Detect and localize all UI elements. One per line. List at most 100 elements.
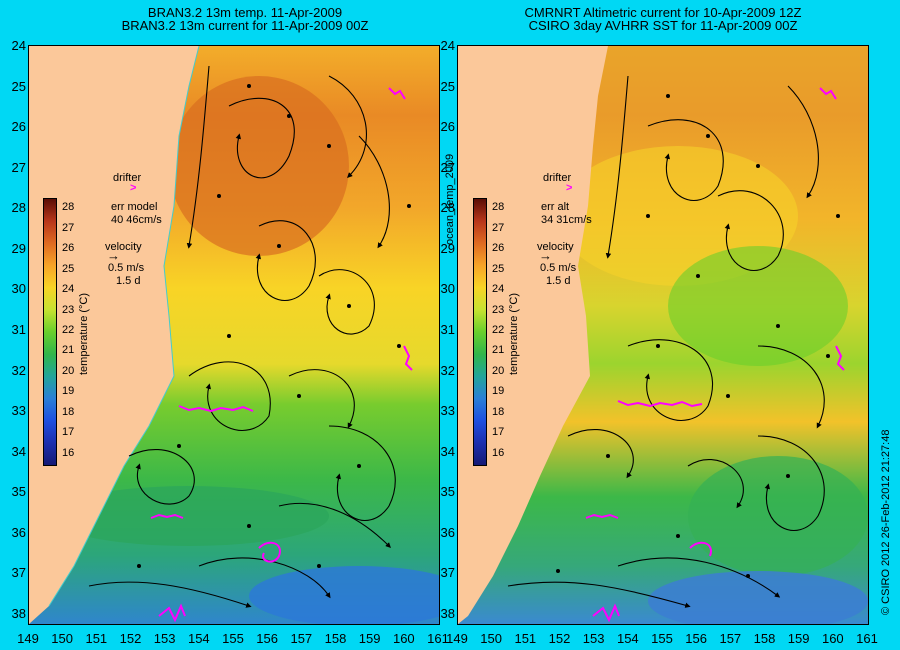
left-lat-label-29: 29 — [11, 240, 26, 256]
right-title-line2: CSIRO 3day AVHRR SST for 11-Apr-2009 00Z — [528, 18, 798, 33]
right-lat-label-35: 35 — [440, 484, 455, 500]
land-mass — [458, 46, 608, 624]
left-lat-label-34: 34 — [11, 443, 26, 459]
right-lon-label-160: 160 — [821, 631, 844, 646]
left-lon-label-150: 150 — [51, 631, 73, 646]
current-dots — [137, 84, 411, 568]
left-drifter-label: drifter — [113, 172, 142, 184]
right-velocity-arrow-icon: → — [539, 248, 552, 263]
right-err-label: err alt — [541, 201, 570, 213]
right-map-svg — [458, 46, 868, 624]
right-lon-label-161: 161 — [856, 631, 878, 646]
left-lat-label-28: 28 — [11, 200, 26, 216]
right-lon-label-153: 153 — [582, 631, 605, 646]
side-label: ocean_temp_2009 — [444, 153, 456, 245]
left-lat-label-36: 36 — [11, 524, 26, 540]
right-lat-label-25: 25 — [440, 78, 455, 94]
left-lon-label-153: 153 — [153, 631, 176, 646]
right-lat-label-34: 34 — [440, 443, 455, 459]
left-lon-label-159: 159 — [358, 631, 381, 646]
right-colorbar-tick-22: 22 — [492, 324, 505, 336]
left-lat-label-33: 33 — [11, 403, 26, 419]
right-colorbar-tick-17: 17 — [492, 426, 505, 439]
copyright-label: © CSIRO 2012 26-Feb-2012 21:27:48 — [880, 429, 892, 615]
left-lon-label-156: 156 — [256, 631, 278, 646]
right-colorbar-tick-19: 19 — [492, 385, 505, 398]
cold-water — [249, 566, 439, 624]
drifter-tracks — [150, 87, 413, 623]
right-colorbar-label: temperature (°C) — [508, 292, 520, 375]
left-lat-label-27: 27 — [11, 159, 26, 175]
left-colorbar-tick-20: 20 — [62, 364, 75, 377]
right-lon-label-157: 157 — [719, 631, 742, 646]
left-velocity-time: 1.5 d — [116, 275, 141, 287]
right-lon-label-154: 154 — [616, 631, 639, 646]
right-lat-label-30: 30 — [440, 281, 455, 297]
left-colorbar-tick-24: 24 — [62, 283, 75, 296]
right-velocity-time: 1.5 d — [546, 275, 571, 287]
left-lat-label-25: 25 — [11, 78, 26, 94]
cool-patch — [688, 456, 868, 576]
right-lat-label-28: 28 — [440, 200, 455, 216]
right-drifter-label: drifter — [543, 172, 572, 184]
right-lat-label-32: 32 — [440, 362, 455, 378]
left-colorbar-tick-27: 27 — [62, 221, 75, 234]
left-colorbar-tick-28: 28 — [62, 201, 75, 214]
left-map-svg — [29, 46, 439, 624]
left-lon-label-161: 161 — [427, 631, 449, 646]
left-lon-label-154: 154 — [187, 631, 210, 646]
cold-patch — [648, 571, 868, 624]
left-err-value: 40 46cm/s — [111, 214, 162, 226]
right-colorbar-tick-21: 21 — [492, 344, 505, 357]
right-colorbar-tick-18: 18 — [492, 405, 505, 418]
current-dots — [556, 94, 840, 578]
right-drifter-marker-icon: > — [566, 182, 573, 194]
left-map-panel — [28, 45, 440, 625]
right-title-line1: CMRNRT Altimetric current for 10-Apr-200… — [524, 5, 802, 20]
left-lon-label-160: 160 — [392, 631, 415, 646]
right-velocity-scale: 0.5 m/s — [540, 262, 577, 274]
left-colorbar-tick-21: 21 — [62, 344, 75, 357]
right-colorbar-tick-16: 16 — [492, 446, 505, 459]
right-velocity-label: velocity — [537, 241, 574, 253]
cool-water — [49, 486, 329, 546]
left-colorbar-tick-26: 26 — [62, 242, 75, 255]
left-velocity-scale: 0.5 m/s — [108, 262, 145, 274]
right-err-value: 34 31cm/s — [541, 214, 592, 226]
right-lon-label-149: 149 — [446, 631, 468, 646]
left-colorbar-tick-17: 17 — [62, 426, 75, 439]
right-lat-label-37: 37 — [440, 565, 455, 581]
right-lon-label-159: 159 — [787, 631, 810, 646]
right-colorbar-tick-28: 28 — [492, 201, 505, 214]
right-lon-label-150: 150 — [480, 631, 502, 646]
left-title: BRAN3.2 13m temp. 11-Apr-2009 BRAN3.2 13… — [40, 6, 450, 32]
left-colorbar-tick-22: 22 — [62, 324, 75, 336]
left-lon-label-149: 149 — [17, 631, 39, 646]
warm-eddy — [169, 76, 349, 256]
right-lat-label-38: 38 — [440, 606, 455, 621]
left-lat-label-35: 35 — [11, 484, 26, 500]
green-patch — [668, 246, 848, 366]
left-lon-label-155: 155 — [222, 631, 244, 646]
left-colorbar-label: temperature (°C) — [78, 292, 90, 375]
left-title-line1: BRAN3.2 13m temp. 11-Apr-2009 — [147, 5, 343, 20]
left-lon-label-151: 151 — [85, 631, 108, 646]
right-lat-label-36: 36 — [440, 524, 455, 540]
right-lat-label-24: 24 — [440, 38, 455, 53]
right-colorbar-tick-26: 26 — [492, 242, 505, 255]
left-colorbar-tick-16: 16 — [62, 446, 75, 459]
right-colorbar-tick-20: 20 — [492, 364, 505, 377]
left-colorbar-tick-18: 18 — [62, 405, 75, 418]
left-lat-label-38: 38 — [11, 606, 26, 621]
left-lat-label-26: 26 — [11, 119, 26, 135]
right-map-panel — [457, 45, 869, 625]
coastline-contour — [48, 46, 200, 607]
right-lon-label-152: 152 — [548, 631, 571, 646]
right-title: CMRNRT Altimetric current for 10-Apr-200… — [458, 6, 868, 32]
right-colorbar-tick-24: 24 — [492, 283, 505, 296]
left-lat-label-32: 32 — [11, 362, 26, 378]
left-velocity-label: velocity — [105, 241, 142, 253]
left-velocity-arrow-icon: → — [107, 248, 120, 263]
right-lat-label-26: 26 — [440, 119, 455, 135]
left-lat-label-37: 37 — [11, 565, 26, 581]
